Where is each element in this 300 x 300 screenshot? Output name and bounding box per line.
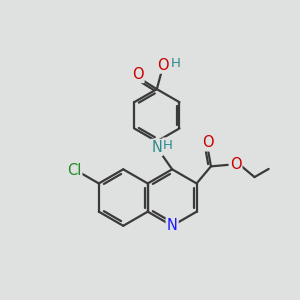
Text: H: H bbox=[170, 57, 180, 70]
Text: O: O bbox=[202, 135, 213, 150]
Text: Cl: Cl bbox=[67, 163, 81, 178]
Text: O: O bbox=[230, 157, 241, 172]
Text: N: N bbox=[152, 140, 162, 155]
Text: O: O bbox=[132, 67, 143, 82]
Text: N: N bbox=[167, 218, 178, 233]
Text: O: O bbox=[158, 58, 169, 73]
Text: H: H bbox=[163, 139, 173, 152]
